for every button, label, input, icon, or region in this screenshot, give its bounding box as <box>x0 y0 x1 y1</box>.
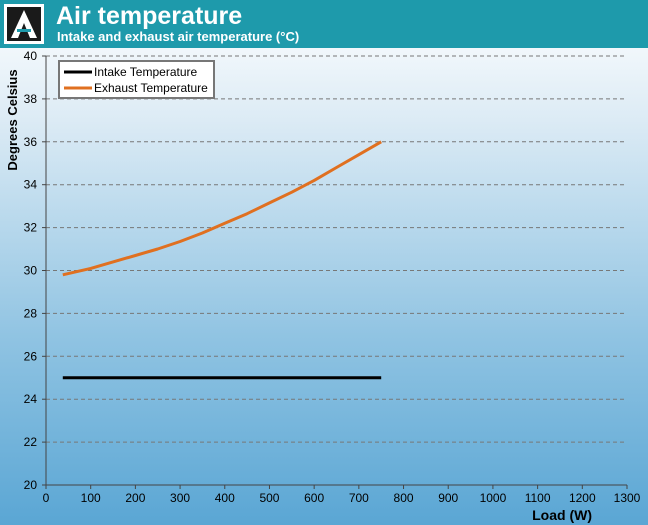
y-tick-label-6: 32 <box>24 221 38 235</box>
page-title: Air temperature <box>56 2 243 30</box>
x-tick-label-6: 600 <box>304 491 324 505</box>
logo-icon <box>4 4 44 44</box>
series-lines <box>62 140 382 380</box>
x-tick-label-3: 300 <box>170 491 190 505</box>
grid-lines <box>46 55 627 443</box>
series-line-exhaust <box>62 140 382 277</box>
legend-box <box>58 60 215 99</box>
legend-label-1: Exhaust Temperature <box>94 81 208 95</box>
x-tick-label-9: 900 <box>438 491 458 505</box>
y-tick-label-1: 22 <box>24 435 38 449</box>
y-tick-label-3: 26 <box>24 349 38 363</box>
x-tick-label-4: 400 <box>215 491 235 505</box>
x-tick-label-11: 1100 <box>525 491 551 505</box>
y-tick-labels: 20 22 24 26 28 30 32 34 36 38 40 <box>24 49 46 492</box>
x-tick-label-10: 1000 <box>480 491 507 505</box>
y-tick-label-9: 38 <box>24 92 38 106</box>
x-tick-label-8: 800 <box>394 491 414 505</box>
x-tick-label-12: 1200 <box>569 491 596 505</box>
y-axis-label: Degrees Celsius <box>5 69 20 170</box>
page-subtitle: Intake and exhaust air temperature (°C) <box>57 29 300 44</box>
y-tick-label-7: 34 <box>24 178 38 192</box>
x-axis-label: Load (W) <box>532 507 592 523</box>
y-tick-label-2: 24 <box>24 392 38 406</box>
y-tick-label-5: 30 <box>24 264 38 278</box>
legend: Intake Temperature Exhaust Temperature <box>58 60 215 99</box>
legend-label-0: Intake Temperature <box>94 65 197 79</box>
y-tick-label-4: 28 <box>24 306 38 320</box>
y-tick-label-8: 36 <box>24 135 38 149</box>
y-tick-label-10: 40 <box>24 49 38 63</box>
header-bar: Air temperature Intake and exhaust air t… <box>0 0 648 48</box>
x-tick-label-1: 100 <box>81 491 101 505</box>
x-tick-label-2: 200 <box>125 491 145 505</box>
x-tick-label-5: 500 <box>259 491 279 505</box>
x-tick-label-13: 1300 <box>614 491 641 505</box>
x-tick-label-0: 0 <box>43 491 50 505</box>
x-tick-labels: 0 100 200 300 400 500 600 700 800 900 1000 1100 1200… <box>43 485 641 505</box>
y-tick-label-0: 20 <box>24 478 38 492</box>
x-tick-label-7: 700 <box>349 491 369 505</box>
